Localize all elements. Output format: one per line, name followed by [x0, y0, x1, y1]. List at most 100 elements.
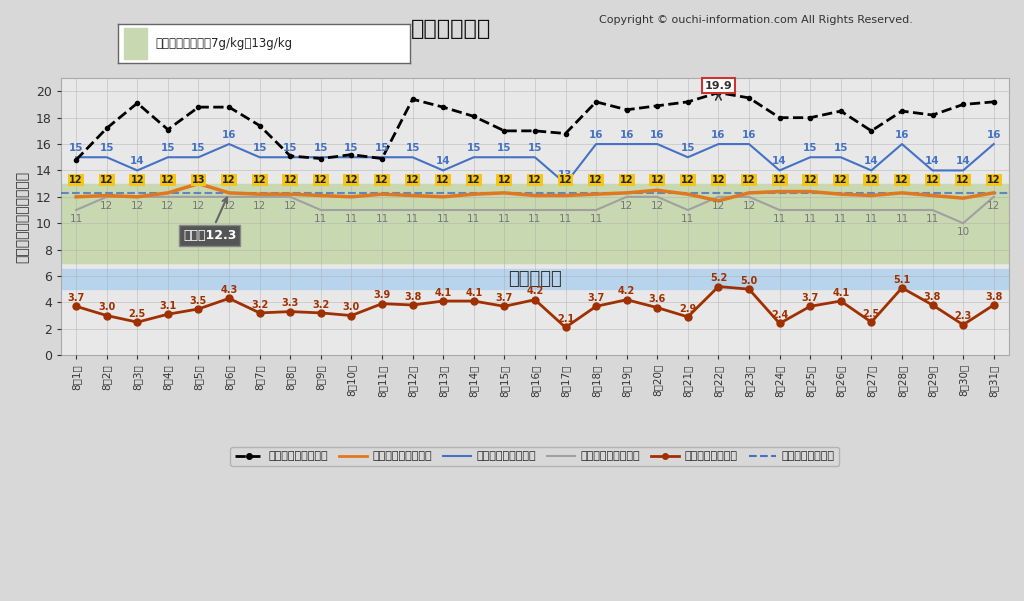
- Text: 除湿機使用: 除湿機使用: [508, 270, 562, 288]
- 一日の最高絶対湿度: [957, 167, 970, 174]
- 一日の最低絶対湿度: [682, 206, 694, 213]
- Text: 12: 12: [895, 175, 908, 185]
- 屋内の絶対湿度差: [742, 285, 755, 293]
- 一日の平均絶対湿度: [835, 191, 847, 198]
- Text: 11: 11: [773, 214, 786, 224]
- Text: 3.7: 3.7: [68, 293, 85, 303]
- 一日の最低絶対湿度: [651, 193, 664, 200]
- 屋内の絶対湿度差: [437, 297, 450, 305]
- Text: 12: 12: [590, 175, 603, 185]
- 一日の平均絶対湿度: [376, 191, 388, 198]
- Text: 13: 13: [558, 169, 572, 180]
- 一日の最低絶対湿度: [590, 206, 602, 213]
- 屋内の絶対湿度差: [987, 301, 999, 308]
- 屋外の平均絶対湿度: [223, 103, 236, 111]
- Text: 4.1: 4.1: [434, 288, 452, 297]
- Text: 16: 16: [620, 130, 634, 140]
- Text: 15: 15: [161, 143, 175, 153]
- 一日の最高絶対湿度: [682, 154, 694, 161]
- Text: 16: 16: [222, 130, 237, 140]
- Text: 14: 14: [864, 156, 879, 166]
- 一日の平均絶対湿度: [100, 192, 113, 199]
- 一日の平均絶対湿度: [987, 189, 999, 197]
- 一日の平均絶対湿度: [131, 193, 143, 200]
- Text: 16: 16: [741, 130, 757, 140]
- 一日の最高絶対湿度: [987, 141, 999, 148]
- Text: 15: 15: [497, 143, 512, 153]
- 一日の最低絶対湿度: [437, 206, 450, 213]
- Text: 15: 15: [467, 143, 481, 153]
- Text: 3.5: 3.5: [189, 296, 207, 306]
- Bar: [124, 28, 147, 59]
- 屋内の絶対湿度差: [621, 296, 633, 304]
- Text: 12: 12: [100, 201, 114, 211]
- Text: 15: 15: [834, 143, 848, 153]
- Text: 12: 12: [131, 175, 144, 185]
- Text: 16: 16: [589, 130, 603, 140]
- 一日の最低絶対湿度: [559, 206, 571, 213]
- 一日の平均絶対湿度: [682, 191, 694, 198]
- 一日の最高絶対湿度: [314, 154, 327, 161]
- 屋外の平均絶対湿度: [957, 101, 970, 108]
- Text: 14: 14: [955, 156, 971, 166]
- Text: 12: 12: [467, 175, 480, 185]
- 一日の平均絶対湿度: [528, 192, 541, 199]
- Text: 2.4: 2.4: [771, 310, 788, 320]
- Text: 16: 16: [895, 130, 909, 140]
- Text: 12: 12: [498, 175, 511, 185]
- 一日の平均絶対湿度: [621, 189, 633, 197]
- 屋内の絶対湿度差: [162, 311, 174, 318]
- 一日の最低絶対湿度: [100, 193, 113, 200]
- 屋内の絶対湿度差: [131, 319, 143, 326]
- 屋内の絶対湿度差: [773, 320, 785, 327]
- 屋内の絶対湿度差: [896, 284, 908, 291]
- Text: 14: 14: [130, 156, 144, 166]
- 一日の最高絶対湿度: [254, 154, 266, 161]
- Text: 4.3: 4.3: [220, 285, 238, 295]
- Text: 15: 15: [344, 143, 358, 153]
- 一日の最高絶対湿度: [590, 141, 602, 148]
- 一日の平均絶対湿度: [284, 191, 296, 198]
- 一日の最低絶対湿度: [345, 206, 357, 213]
- 一日の平均絶対湿度: [773, 188, 785, 195]
- Text: 19.9: 19.9: [705, 81, 732, 91]
- Legend: 屋外の平均絶対湿度, 一日の平均絶対湿度, 一日の最高絶対湿度, 一日の最低絶対湿度, 屋内の絶対湿度差, 月の平均絶対湿度: 屋外の平均絶対湿度, 一日の平均絶対湿度, 一日の最高絶対湿度, 一日の最低絶対…: [230, 447, 840, 466]
- Line: 一日の平均絶対湿度: 一日の平均絶対湿度: [76, 184, 993, 201]
- 屋内の絶対湿度差: [100, 312, 113, 319]
- 一日の平均絶対湿度: [162, 189, 174, 197]
- Text: 5.1: 5.1: [893, 275, 910, 284]
- 屋外の平均絶対湿度: [254, 122, 266, 129]
- Text: 12: 12: [712, 175, 725, 185]
- Text: 15: 15: [406, 143, 420, 153]
- Text: 12: 12: [742, 201, 756, 211]
- 屋内の絶対湿度差: [927, 301, 939, 308]
- 屋外の平均絶対湿度: [162, 126, 174, 133]
- 屋内の絶対湿度差: [407, 301, 419, 308]
- 一日の最低絶対湿度: [713, 193, 725, 200]
- 屋外の平均絶対湿度: [100, 124, 113, 132]
- 一日の最高絶対湿度: [193, 154, 205, 161]
- 屋内の絶対湿度差: [314, 310, 327, 317]
- Text: 平均：12.3: 平均：12.3: [183, 198, 237, 242]
- 屋外の平均絶対湿度: [651, 102, 664, 109]
- Text: 15: 15: [99, 143, 114, 153]
- 屋外の平均絶対湿度: [345, 151, 357, 158]
- 屋内の絶対湿度差: [70, 303, 82, 310]
- 屋内の絶対湿度差: [223, 295, 236, 302]
- 一日の最高絶対湿度: [437, 167, 450, 174]
- 屋外の平均絶対湿度: [407, 96, 419, 103]
- 一日の平均絶対湿度: [896, 189, 908, 197]
- 一日の最低絶対湿度: [773, 206, 785, 213]
- 一日の最高絶対湿度: [223, 141, 236, 148]
- Text: 5.0: 5.0: [740, 276, 758, 286]
- 一日の最低絶対湿度: [131, 193, 143, 200]
- Text: 11: 11: [70, 214, 83, 224]
- Text: 11: 11: [376, 214, 389, 224]
- Text: 11: 11: [835, 214, 848, 224]
- Text: 11: 11: [681, 214, 694, 224]
- 一日の最低絶対湿度: [499, 206, 511, 213]
- Text: 11: 11: [498, 214, 511, 224]
- 屋外の平均絶対湿度: [499, 127, 511, 135]
- Text: 11: 11: [436, 214, 450, 224]
- 一日の最高絶対湿度: [559, 180, 571, 188]
